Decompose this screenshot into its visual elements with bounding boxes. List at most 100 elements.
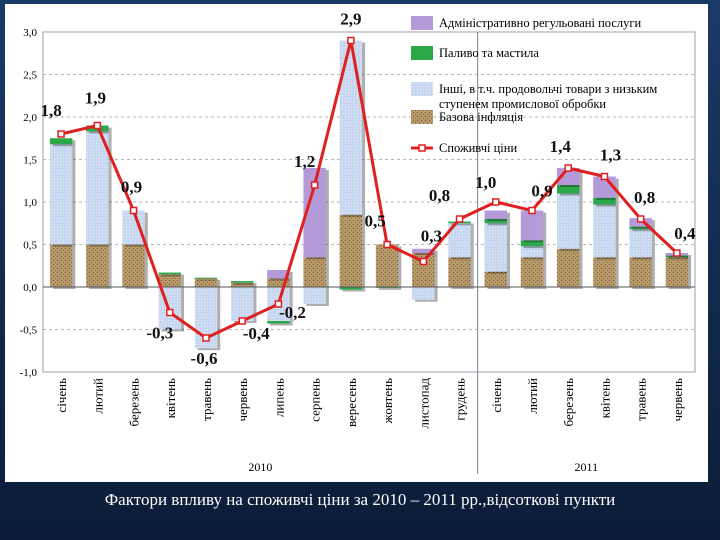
bar-segment bbox=[339, 287, 363, 290]
bar-segment bbox=[593, 257, 616, 287]
bar-segment bbox=[484, 210, 508, 219]
bar-segment bbox=[267, 270, 290, 279]
cpi-point bbox=[238, 317, 246, 325]
bar-segment bbox=[412, 253, 435, 287]
legend-swatch bbox=[411, 82, 433, 96]
bar-shadow bbox=[233, 283, 257, 285]
y-tick-label: -0,5 bbox=[20, 325, 38, 337]
bar-shadow bbox=[161, 274, 185, 277]
bar-segment bbox=[339, 40, 363, 215]
x-tick-label: січень bbox=[489, 378, 504, 413]
chart-panel: 3,0 2,5 2,0 1,5 1,0 0,5 0,0 -0,5 -1,0 1,8 1,9 0,9 -0… bbox=[5, 4, 708, 482]
bar-segment bbox=[629, 226, 652, 230]
cpi-point bbox=[600, 172, 609, 181]
bar-segment bbox=[484, 271, 508, 287]
bar-segment bbox=[520, 257, 544, 287]
data-label: 2,9 bbox=[340, 10, 361, 29]
bar-segment bbox=[303, 168, 326, 258]
bar-segment bbox=[194, 278, 218, 287]
data-label: -0,4 bbox=[243, 324, 270, 343]
year-label: 2010 bbox=[248, 460, 272, 474]
bar-segment bbox=[339, 214, 363, 287]
bar-segment bbox=[520, 246, 544, 258]
cpi-point bbox=[673, 249, 681, 257]
x-tick-label: жовтень bbox=[380, 378, 395, 424]
data-label: 0,9 bbox=[121, 178, 142, 197]
bar-segment bbox=[593, 204, 616, 258]
bar-segment bbox=[629, 257, 652, 287]
y-tick-label: 2,5 bbox=[23, 70, 37, 82]
bar-shadow bbox=[342, 289, 366, 292]
legend-label: Базова інфляція bbox=[439, 110, 523, 124]
legend-label: Споживчі ціни bbox=[439, 141, 517, 155]
data-label: 0,8 bbox=[634, 188, 655, 207]
cpi-point bbox=[383, 240, 391, 249]
x-tick-label: лютий bbox=[525, 378, 540, 414]
bar-segment bbox=[49, 244, 73, 287]
bar-segment bbox=[230, 281, 254, 283]
bar-segment bbox=[556, 193, 580, 249]
cpi-point bbox=[57, 130, 65, 138]
bar-segment bbox=[520, 240, 544, 247]
cpi-point bbox=[202, 334, 210, 342]
bar-segment bbox=[267, 278, 290, 287]
x-tick-label: травень bbox=[634, 378, 649, 421]
cpi-point bbox=[419, 257, 428, 266]
data-label: 1,4 bbox=[550, 137, 572, 156]
data-label: 1,2 bbox=[294, 152, 315, 171]
legend-label: Адміністративно регульовані послуги bbox=[439, 16, 641, 30]
x-tick-label: вересень bbox=[344, 378, 359, 427]
y-tick-label: 0,5 bbox=[23, 240, 37, 252]
bar-segment bbox=[303, 287, 326, 304]
bar-segment bbox=[520, 210, 544, 241]
cpi-point bbox=[274, 300, 283, 308]
y-tick-label: 3,0 bbox=[23, 27, 37, 39]
y-tick-label: 1,0 bbox=[23, 197, 37, 209]
legend-label: Паливо та мастила bbox=[439, 46, 539, 60]
bar-segment bbox=[412, 287, 435, 300]
year-label: 2011 bbox=[575, 460, 599, 474]
cpi-point bbox=[492, 198, 500, 206]
bar-segment bbox=[629, 229, 652, 258]
bar-segment bbox=[230, 282, 254, 287]
data-label: -0,3 bbox=[146, 324, 173, 343]
x-tick-label: червень bbox=[670, 378, 685, 422]
bar-segment bbox=[484, 219, 508, 224]
data-label: 0,9 bbox=[531, 182, 552, 201]
bar-segment bbox=[448, 223, 471, 258]
cpi-point bbox=[93, 121, 102, 130]
cpi-point bbox=[166, 308, 174, 317]
data-label: 0,3 bbox=[421, 227, 442, 246]
bar-segment bbox=[122, 210, 145, 245]
x-tick-label: липень bbox=[271, 378, 286, 417]
bar-segment bbox=[86, 131, 109, 245]
data-label: 1,0 bbox=[475, 173, 496, 192]
bar-segment bbox=[665, 257, 689, 287]
data-label: -0,6 bbox=[191, 349, 218, 368]
cpi-factor-chart: 3,0 2,5 2,0 1,5 1,0 0,5 0,0 -0,5 -1,0 1,8 1,9 0,9 -0… bbox=[20, 10, 696, 474]
x-tick-label: лютий bbox=[90, 378, 105, 414]
y-tick-label: -1,0 bbox=[20, 367, 38, 379]
bar-shadow bbox=[451, 223, 474, 226]
bar-segment bbox=[303, 257, 326, 287]
bar-segment bbox=[122, 244, 145, 287]
bar-segment bbox=[158, 272, 182, 275]
x-tick-label: грудень bbox=[453, 378, 468, 421]
bar-segment bbox=[230, 287, 254, 321]
data-label: -0,2 bbox=[279, 303, 306, 322]
legend-swatch bbox=[411, 110, 433, 124]
bar-segment bbox=[158, 274, 182, 287]
x-tick-label: березень bbox=[561, 378, 576, 427]
bar-segment bbox=[412, 248, 435, 253]
cpi-point bbox=[455, 215, 464, 223]
x-tick-label: червень bbox=[235, 378, 250, 422]
x-tick-label: квітень bbox=[597, 378, 612, 418]
legend-marker bbox=[418, 144, 426, 152]
bar-segment bbox=[194, 277, 218, 279]
data-label: 0,5 bbox=[364, 212, 385, 231]
bar-shadow bbox=[668, 257, 692, 260]
x-tick-label: березень bbox=[127, 378, 142, 427]
chart-caption: Фактори впливу на споживчі ціни за 2010 … bbox=[104, 490, 616, 509]
bar-segment bbox=[375, 244, 399, 287]
bar-segment bbox=[49, 138, 73, 145]
